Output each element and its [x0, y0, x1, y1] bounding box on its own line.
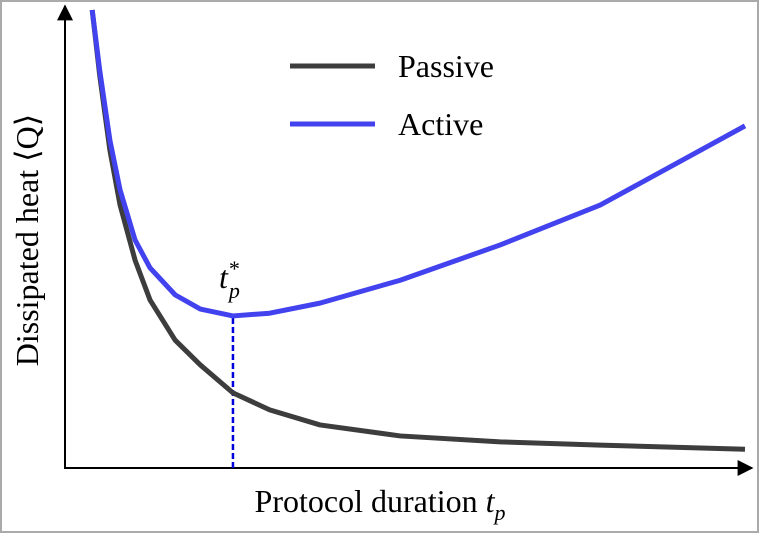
y-axis-label: Dissipated heat ⟨Q⟩ [9, 114, 45, 366]
annotation-sup: * [228, 256, 239, 281]
series-line [89, 9, 747, 319]
annotation-sub: p [227, 278, 240, 303]
x-axis-label: Protocol duration tp [255, 483, 506, 525]
annotation-var: t [219, 259, 229, 295]
annotation-label: t* p [219, 256, 240, 303]
legend-label: Passive [398, 48, 494, 84]
legend-label: Active [398, 106, 483, 142]
